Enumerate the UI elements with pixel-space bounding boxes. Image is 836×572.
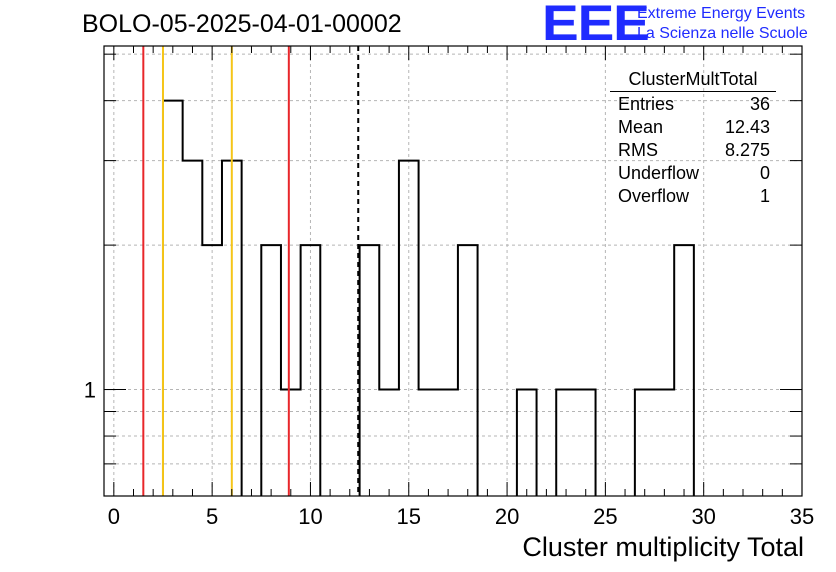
logo-line-1: Extreme Energy Events bbox=[637, 5, 806, 22]
x-tick-label: 20 bbox=[495, 504, 519, 529]
stats-box: ClusterMultTotal Entries 36 Mean 12.43 R… bbox=[610, 69, 776, 208]
stats-title: ClusterMultTotal bbox=[610, 69, 776, 92]
x-tick-label: 30 bbox=[691, 504, 715, 529]
logo-line-2: La Scienza nelle Scuole bbox=[637, 25, 808, 42]
x-tick-label: 15 bbox=[397, 504, 421, 529]
stats-row-mean: Mean 12.43 bbox=[610, 116, 776, 139]
x-tick-label: 35 bbox=[790, 504, 814, 529]
stats-row-underflow: Underflow 0 bbox=[610, 162, 776, 185]
stats-label: Entries bbox=[618, 94, 675, 114]
stats-label: Overflow bbox=[618, 186, 690, 206]
stats-label: RMS bbox=[618, 140, 658, 160]
stats-value: 8.275 bbox=[724, 140, 770, 160]
stats-row-entries: Entries 36 bbox=[610, 93, 776, 116]
histogram-outline bbox=[161, 99, 695, 496]
stats-value: 36 bbox=[749, 94, 770, 114]
stats-row-rms: RMS 8.275 bbox=[610, 139, 776, 162]
stats-value: 12.43 bbox=[724, 117, 770, 137]
stats-value: 0 bbox=[759, 163, 770, 183]
x-axis-label: Cluster multiplicity Total bbox=[522, 532, 804, 562]
eee-logo: EEE bbox=[542, 0, 650, 51]
x-tick-label: 25 bbox=[593, 504, 617, 529]
stats-label: Underflow bbox=[618, 163, 700, 183]
plot-frame bbox=[103, 45, 803, 497]
x-tick-label: 0 bbox=[108, 504, 120, 529]
x-tick-label: 5 bbox=[206, 504, 218, 529]
stats-value: 1 bbox=[759, 186, 770, 206]
x-tick-label: 10 bbox=[298, 504, 322, 529]
chart-title: BOLO-05-2025-04-01-00002 bbox=[82, 10, 402, 38]
stats-row-overflow: Overflow 1 bbox=[610, 185, 776, 208]
stats-label: Mean bbox=[618, 117, 664, 137]
y-tick-label: 1 bbox=[84, 378, 96, 403]
